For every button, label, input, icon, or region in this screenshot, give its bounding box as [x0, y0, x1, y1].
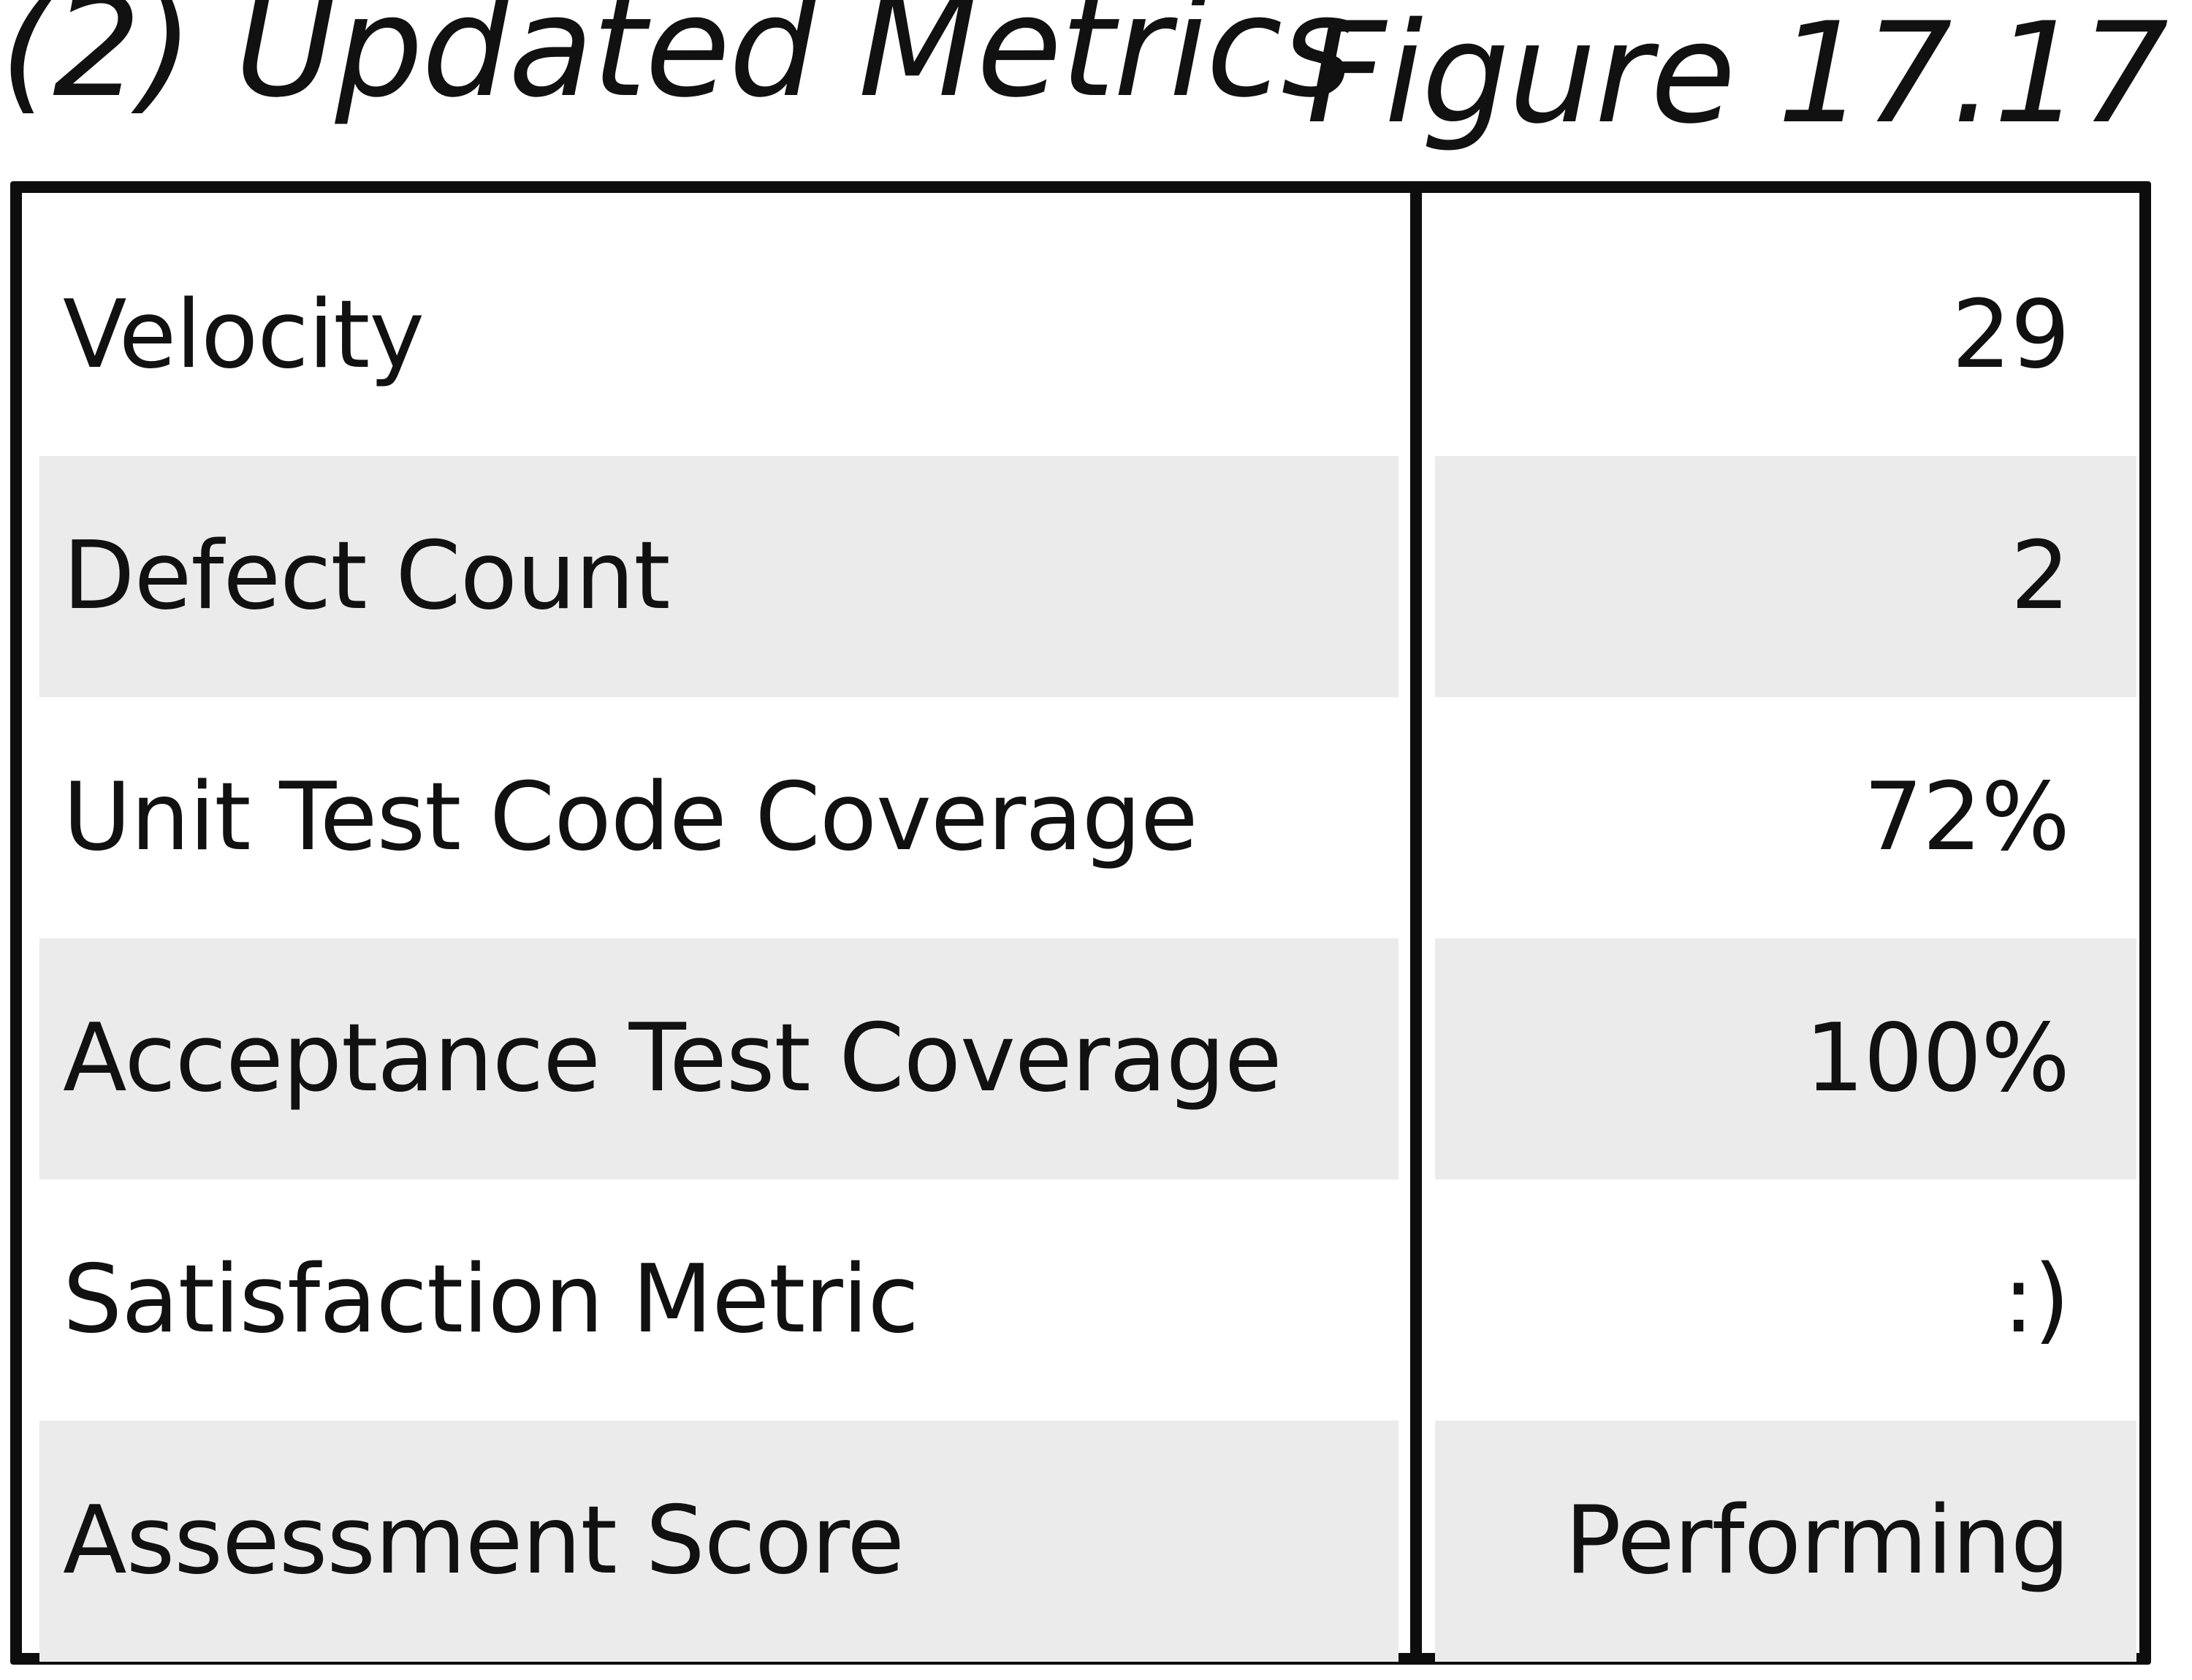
page-title: (2) Updated Metrics: [0, 0, 1353, 128]
metric-label: Defect Count: [63, 522, 670, 631]
row-value-cell: [1435, 456, 2136, 697]
table-row: Defect Count 2: [22, 456, 2139, 697]
metrics-table: Velocity 29 Defect Count 2 Unit Test Cod…: [10, 181, 2151, 1665]
row-value-cell: [1435, 938, 2136, 1179]
table-row: Unit Test Code Coverage 72%: [22, 697, 2139, 938]
row-label-cell: [39, 456, 1398, 697]
metric-value: :): [2002, 1245, 2070, 1354]
column-divider: [1410, 181, 1422, 1665]
figure-label: Figure 17.17: [1306, 0, 2169, 154]
metric-label: Assessment Score: [63, 1486, 905, 1595]
row-value-cell: [1435, 1421, 2136, 1662]
table-row: Assessment Score Performing: [22, 1421, 2139, 1662]
table-row: Acceptance Test Coverage 100%: [22, 938, 2139, 1179]
metric-value: Performing: [1564, 1486, 2070, 1595]
metric-label: Velocity: [63, 281, 425, 389]
table-row: Satisfaction Metric :): [22, 1179, 2139, 1421]
metric-value: 100%: [1805, 1004, 2070, 1113]
row-label-cell: [39, 1421, 1398, 1662]
row-label-cell: [39, 938, 1398, 1179]
metric-value: 72%: [1863, 763, 2070, 872]
metric-label: Unit Test Code Coverage: [63, 763, 1198, 872]
metric-value: 2: [2010, 522, 2070, 631]
metric-label: Acceptance Test Coverage: [63, 1004, 1282, 1113]
table-row: Velocity 29: [22, 215, 2139, 456]
metric-value: 29: [1952, 281, 2070, 389]
metric-label: Satisfaction Metric: [63, 1245, 919, 1354]
